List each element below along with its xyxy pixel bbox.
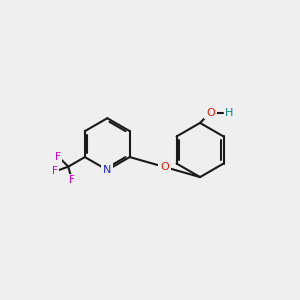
Text: O: O [206, 107, 215, 118]
Text: H: H [225, 107, 233, 118]
Text: O: O [160, 162, 169, 172]
Text: F: F [52, 167, 58, 176]
Text: N: N [103, 165, 112, 175]
Text: F: F [69, 175, 75, 185]
Text: F: F [56, 152, 61, 162]
